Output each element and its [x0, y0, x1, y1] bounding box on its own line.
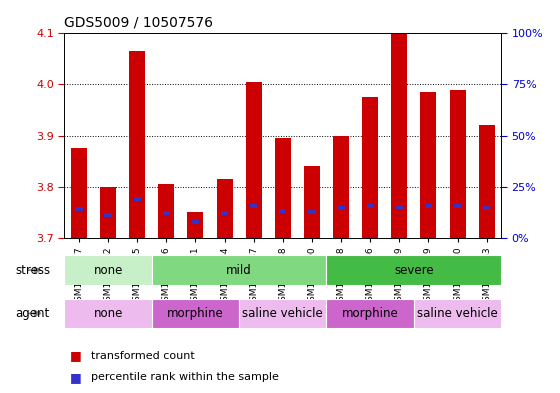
Bar — [338, 206, 344, 210]
Bar — [326, 255, 501, 285]
Bar — [100, 187, 116, 238]
Bar — [367, 204, 374, 208]
Bar — [221, 211, 228, 215]
Bar — [64, 299, 152, 328]
Text: saline vehicle: saline vehicle — [242, 307, 323, 320]
Bar — [333, 136, 349, 238]
Bar — [396, 205, 403, 209]
Bar — [425, 204, 432, 208]
Bar — [279, 209, 286, 213]
Bar — [64, 255, 152, 285]
Text: none: none — [94, 264, 123, 277]
Bar — [483, 206, 490, 210]
Bar — [246, 82, 262, 238]
Bar — [304, 166, 320, 238]
Text: percentile rank within the sample: percentile rank within the sample — [91, 372, 279, 382]
Text: stress: stress — [16, 264, 50, 277]
Bar — [105, 213, 111, 217]
Text: none: none — [94, 307, 123, 320]
Bar — [188, 212, 203, 238]
Bar — [239, 299, 326, 328]
Bar — [450, 90, 465, 238]
Bar — [275, 138, 291, 238]
Text: GDS5009 / 10507576: GDS5009 / 10507576 — [64, 15, 213, 29]
Bar — [129, 51, 145, 238]
Bar — [326, 299, 414, 328]
Bar — [309, 210, 315, 214]
Text: ■: ■ — [70, 371, 82, 384]
Bar — [391, 33, 407, 238]
Bar — [71, 149, 87, 238]
Bar — [414, 299, 501, 328]
Text: severe: severe — [394, 264, 433, 277]
Bar — [192, 220, 199, 224]
Bar — [217, 179, 232, 238]
Text: morphine: morphine — [342, 307, 399, 320]
Text: agent: agent — [16, 307, 50, 320]
Text: transformed count: transformed count — [91, 351, 195, 361]
Bar — [158, 184, 174, 238]
Bar — [479, 125, 494, 238]
Bar — [163, 211, 170, 215]
Bar — [250, 204, 257, 208]
Bar — [152, 255, 326, 285]
Bar — [362, 97, 378, 238]
Text: mild: mild — [226, 264, 252, 277]
Bar — [421, 92, 436, 238]
Text: ■: ■ — [70, 349, 82, 362]
Bar — [134, 197, 141, 202]
Bar — [76, 207, 82, 211]
Bar — [152, 299, 239, 328]
Bar — [454, 204, 461, 208]
Text: morphine: morphine — [167, 307, 224, 320]
Text: saline vehicle: saline vehicle — [417, 307, 498, 320]
